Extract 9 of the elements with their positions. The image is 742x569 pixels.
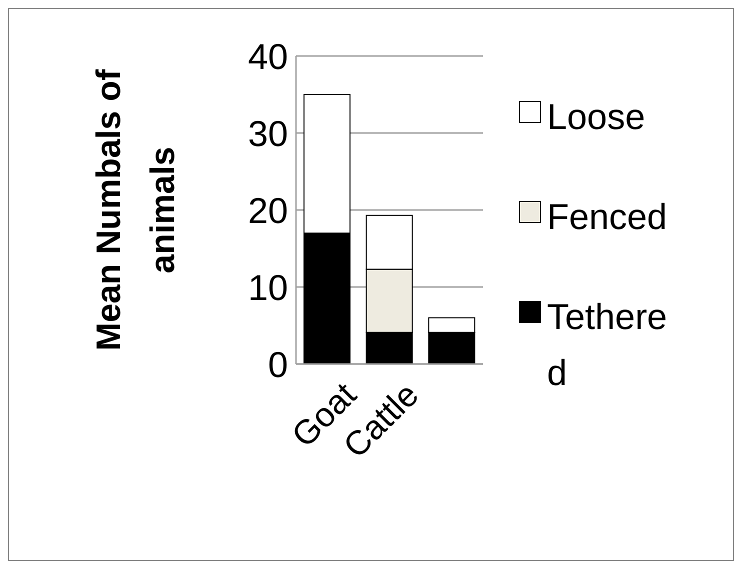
y-tick-label: 30 bbox=[248, 112, 288, 154]
legend-label: Tethered bbox=[547, 295, 668, 395]
legend-label: Loose bbox=[547, 95, 646, 139]
y-tick-label: 0 bbox=[268, 344, 288, 385]
y-tick-label: 20 bbox=[248, 190, 288, 231]
legend-label: Fenced bbox=[547, 195, 668, 239]
y-axis-title: Mean Numbals of animals bbox=[90, 68, 182, 351]
y-tick-label: 10 bbox=[248, 266, 288, 308]
y-tick-label: 40 bbox=[248, 36, 288, 77]
